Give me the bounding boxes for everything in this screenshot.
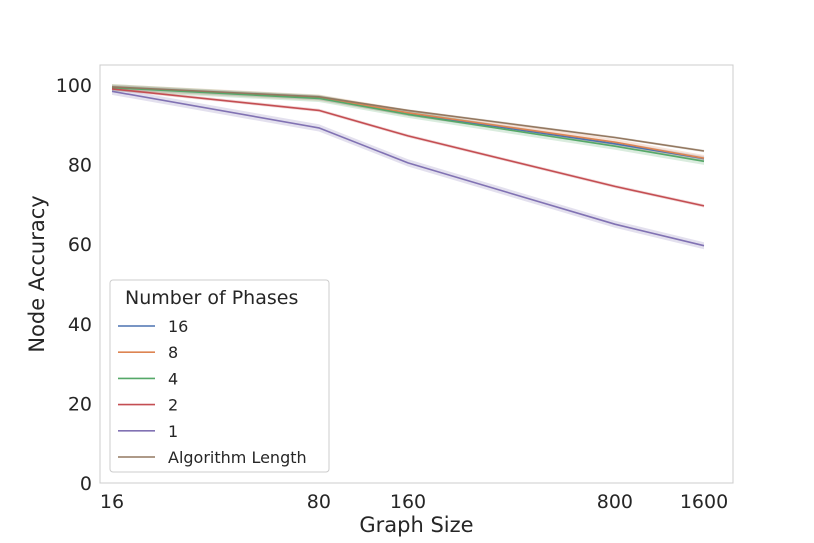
- y-tick-label: 20: [68, 393, 92, 415]
- x-tick-labels: 16 80 160 800 1600: [100, 491, 728, 513]
- confidence-bands: [112, 84, 704, 250]
- y-tick-label: 80: [68, 155, 92, 177]
- x-tick-label: 1600: [680, 491, 728, 513]
- legend-entry-label: 1: [168, 422, 178, 441]
- legend-box: [109, 279, 330, 473]
- band-series-1: [112, 84, 704, 162]
- series-lines: [111, 86, 705, 247]
- line-series-5: [111, 86, 705, 152]
- x-tick-label: 80: [307, 491, 331, 513]
- legend-entry-label: 2: [168, 396, 178, 415]
- x-tick-label: 16: [100, 491, 124, 513]
- legend-title: Number of Phases: [125, 287, 298, 309]
- band-series-0: [112, 84, 704, 161]
- line-series-4: [111, 90, 705, 247]
- x-tick-label: 160: [390, 491, 426, 513]
- plot-frame: [99, 64, 734, 484]
- legend-entry-label: 4: [168, 369, 178, 388]
- band-series-2: [112, 84, 704, 165]
- x-tick-label: 800: [597, 491, 633, 513]
- y-tick-label: 60: [68, 234, 92, 256]
- line-series-3: [111, 88, 705, 207]
- legend-entry-label: 8: [168, 343, 178, 362]
- x-axis-label: Graph Size: [359, 513, 473, 537]
- y-tick-labels: 0 20 40 60 80 100: [56, 75, 92, 495]
- legend-entry-label: Algorithm Length: [168, 448, 307, 467]
- legend-entry-label: 16: [168, 317, 188, 336]
- y-axis-label: Node Accuracy: [25, 195, 49, 352]
- line-series-2: [111, 86, 705, 163]
- y-tick-label: 0: [80, 473, 92, 495]
- y-tick-label: 40: [68, 314, 92, 336]
- y-tick-label: 100: [56, 75, 92, 97]
- legend: Number of Phases 16 8 4 2 1 Algorithm Length: [109, 279, 330, 473]
- band-series-4: [112, 87, 704, 250]
